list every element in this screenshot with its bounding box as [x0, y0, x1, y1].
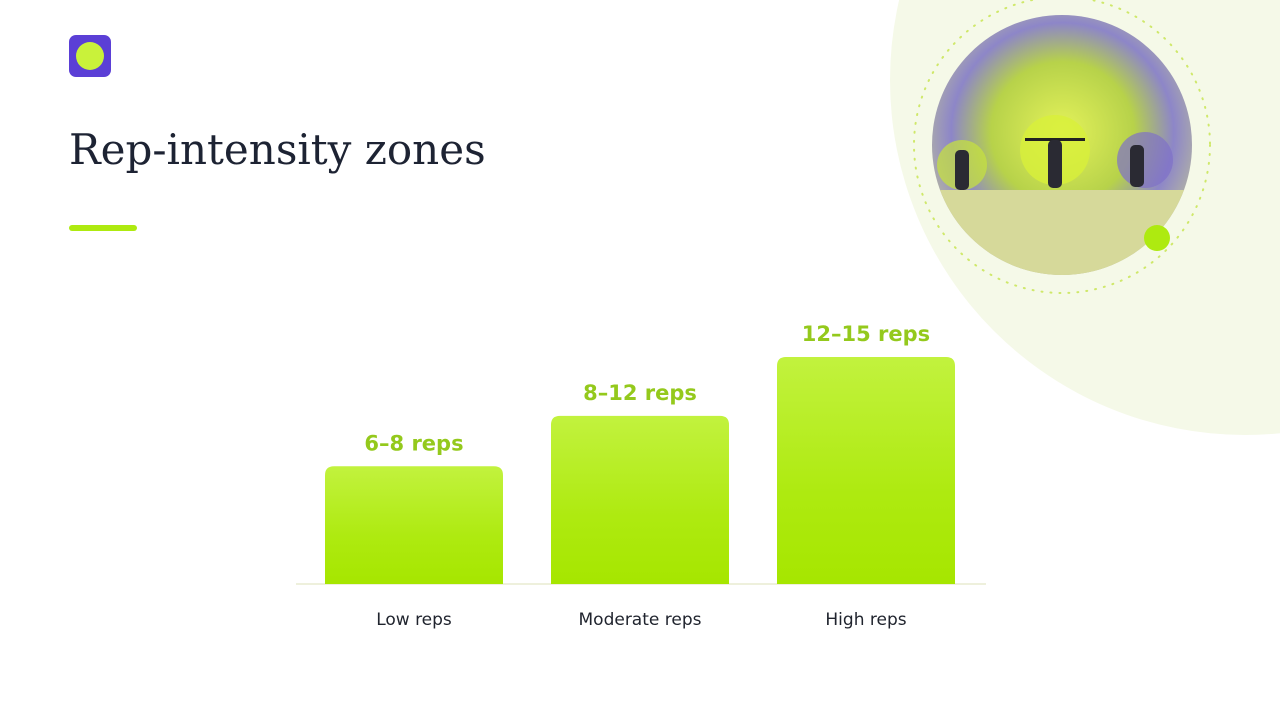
bar [325, 466, 503, 584]
chart-title: Rep-intensity zones [69, 125, 486, 174]
x-tick-label: Moderate reps [579, 610, 702, 630]
x-tick-label: High reps [825, 610, 906, 630]
value-label: 6–8 reps [364, 431, 463, 455]
value-label: 12–15 reps [802, 322, 930, 346]
title-underline [69, 225, 137, 231]
dotted-ring [913, 0, 1211, 294]
value-label: 8–12 reps [583, 381, 697, 405]
x-tick-label: Low reps [376, 610, 452, 630]
bar [551, 415, 729, 584]
logo-mark [76, 42, 104, 70]
accent-dot [1144, 225, 1170, 251]
bar [777, 357, 955, 584]
